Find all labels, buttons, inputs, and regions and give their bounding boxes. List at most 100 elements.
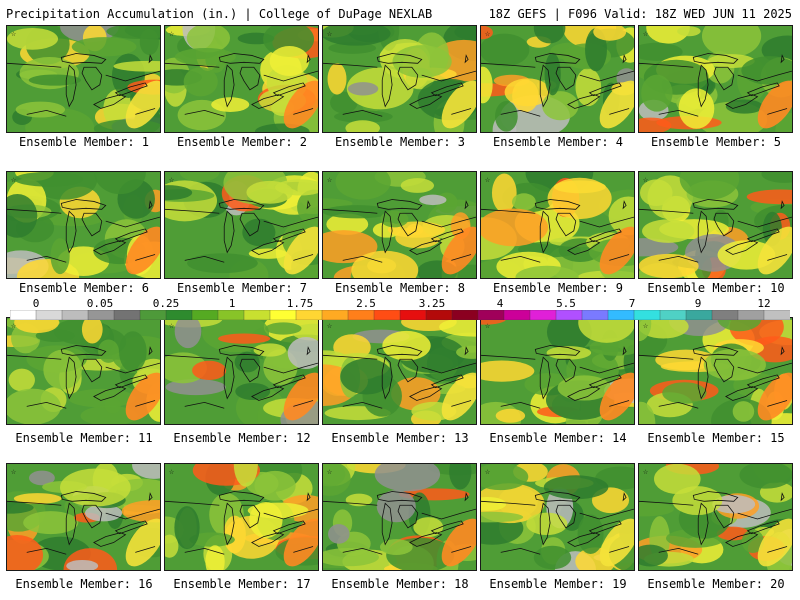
boundary-outline [65, 210, 77, 254]
boundary-outline [430, 228, 464, 243]
ensemble-member-label: Ensemble Member: 17 [173, 577, 311, 591]
precip-field: ☆ [323, 26, 476, 132]
boundary-outline [746, 82, 780, 97]
precip-field: ☆ [323, 318, 476, 424]
ensemble-member-label: Ensemble Member: 19 [489, 577, 627, 591]
ensemble-map-panel: ☆ [6, 171, 161, 279]
ensemble-map-panel: ☆ [6, 25, 161, 133]
ensemble-map-panel: ☆ [322, 317, 477, 425]
boundary-outline [342, 254, 472, 263]
boundary-outline [184, 546, 314, 555]
colorbar-tick-label: 0.25 [152, 297, 180, 310]
precip-field: ☆ [7, 26, 160, 132]
colorbar-swatch [347, 310, 375, 320]
station-star-icon: ☆ [643, 467, 649, 477]
boundary-outline [184, 400, 314, 409]
colorbar-swatch [529, 310, 557, 320]
boundary-outline [464, 346, 469, 356]
boundary-outline [464, 54, 469, 64]
boundary-outline [555, 358, 577, 383]
ensemble-map-panel: ☆ [322, 463, 477, 571]
boundary-outline [376, 491, 423, 502]
precip-field: ☆ [481, 318, 634, 424]
colorbar-tick-label: 1 [228, 297, 236, 310]
boundary-outline [218, 491, 265, 502]
boundary-outline [481, 62, 634, 82]
ensemble-map-panel: ☆ [322, 171, 477, 279]
colorbar-swatch [113, 310, 141, 320]
boundary-outline [500, 254, 630, 263]
station-star-icon: ☆ [169, 175, 175, 185]
boundary-outline [639, 62, 792, 82]
boundary-outline [165, 354, 318, 374]
ensemble-member-label: Ensemble Member: 5 [650, 135, 782, 149]
ensemble-map-panel: ☆ [480, 25, 635, 133]
boundary-outline [223, 356, 235, 400]
boundary-outline [381, 64, 393, 108]
colorbar-swatch [581, 310, 609, 320]
boundary-outline [725, 532, 759, 547]
colorbar-tick-label: 4 [496, 297, 504, 310]
ensemble-map-panel: ☆ [164, 171, 319, 279]
boundary-outline [272, 520, 306, 535]
ensemble-member-label: Ensemble Member: 1 [18, 135, 150, 149]
colorbar-swatch [321, 310, 349, 320]
colorbar-swatch [477, 310, 505, 320]
station-star-icon: ☆ [11, 175, 17, 185]
boundary-outline [26, 400, 156, 409]
colorbar-swatch [373, 310, 401, 320]
ensemble-member-label: Ensemble Member: 3 [334, 135, 466, 149]
precip-field: ☆ [481, 172, 634, 278]
boundary-outline [713, 358, 735, 383]
ensemble-member-label: Ensemble Member: 8 [334, 281, 466, 295]
boundary-outline [165, 500, 318, 520]
boundary-outline [725, 240, 759, 255]
colorbar-tick-label: 12 [757, 297, 771, 310]
colorbar-swatch [35, 310, 63, 320]
boundary-outline [114, 374, 148, 389]
boundary-outline [464, 200, 469, 210]
boundary-outline [534, 53, 581, 64]
station-star-icon: ☆ [169, 467, 175, 477]
station-star-icon: ☆ [643, 29, 649, 39]
boundary-outline [148, 200, 153, 210]
boundary-outline [430, 374, 464, 389]
precip-field: ☆ [323, 172, 476, 278]
boundary-outline [251, 532, 285, 547]
station-star-icon: ☆ [11, 321, 17, 331]
station-star-icon: ☆ [327, 175, 333, 185]
boundary-outline [622, 54, 627, 64]
precip-field: ☆ [7, 464, 160, 570]
boundary-outline [381, 502, 393, 546]
precip-field: ☆ [639, 464, 792, 570]
boundary-outline [622, 492, 627, 502]
station-star-icon: ☆ [643, 321, 649, 331]
colorbar-swatch [659, 310, 687, 320]
boundary-outline [639, 354, 792, 374]
boundary-outline [746, 228, 780, 243]
boundary-outline [60, 53, 107, 64]
boundary-outline [306, 54, 311, 64]
boundary-outline [218, 199, 265, 210]
boundary-outline [376, 199, 423, 210]
colorbar-swatch [139, 310, 167, 320]
colorbar-swatch [555, 310, 583, 320]
boundary-outline [713, 66, 735, 91]
station-star-icon: ☆ [485, 467, 491, 477]
ensemble-member-label: Ensemble Member: 14 [489, 431, 627, 445]
boundary-outline [539, 210, 551, 254]
colorbar-tick-label: 3.25 [418, 297, 446, 310]
colorbar-tick-label: 9 [694, 297, 702, 310]
station-star-icon: ☆ [485, 175, 491, 185]
colorbar-swatch [165, 310, 193, 320]
boundary-outline [81, 358, 103, 383]
boundary-outline [481, 354, 634, 374]
boundary-outline [622, 200, 627, 210]
boundary-outline [323, 208, 476, 228]
boundary-outline [658, 400, 788, 409]
boundary-outline [555, 504, 577, 529]
run-info: 18Z GEFS | F096 Valid: 18Z WED JUN 11 20… [488, 7, 792, 21]
boundary-outline [342, 546, 472, 555]
colorbar-swatch [61, 310, 89, 320]
ensemble-member-label: Ensemble Member: 7 [176, 281, 308, 295]
